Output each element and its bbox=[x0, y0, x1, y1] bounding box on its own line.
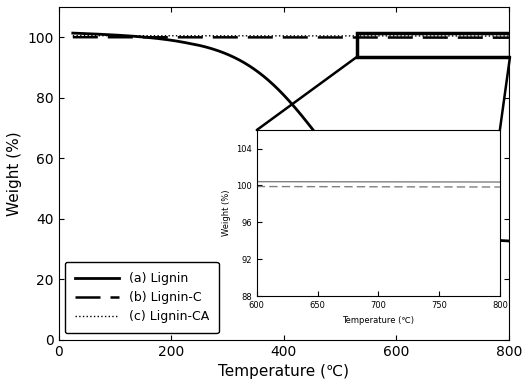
Line: (b) Lignin-C: (b) Lignin-C bbox=[73, 37, 509, 38]
Y-axis label: Weight (%): Weight (%) bbox=[7, 131, 22, 216]
(a) Lignin bbox=[145, 35, 152, 40]
(c) Lignin-CA bbox=[256, 34, 262, 38]
(b) Lignin-C bbox=[497, 36, 504, 40]
(b) Lignin-C bbox=[120, 35, 126, 39]
X-axis label: Temperature (℃): Temperature (℃) bbox=[218, 364, 349, 379]
(a) Lignin bbox=[237, 58, 243, 63]
Legend: (a) Lignin, (b) Lignin-C, (c) Lignin-CA: (a) Lignin, (b) Lignin-C, (c) Lignin-CA bbox=[65, 262, 219, 334]
(c) Lignin-CA bbox=[237, 34, 243, 38]
(b) Lignin-C bbox=[237, 35, 243, 40]
(b) Lignin-C bbox=[450, 35, 457, 40]
(c) Lignin-CA bbox=[450, 34, 457, 38]
(b) Lignin-C bbox=[145, 35, 152, 39]
(a) Lignin bbox=[497, 238, 504, 243]
(c) Lignin-CA bbox=[70, 33, 76, 38]
(c) Lignin-CA bbox=[497, 34, 504, 38]
(a) Lignin bbox=[120, 33, 126, 38]
(c) Lignin-CA bbox=[145, 34, 152, 38]
(b) Lignin-C bbox=[506, 36, 512, 40]
(c) Lignin-CA bbox=[120, 33, 126, 38]
Bar bbox=[357, 33, 510, 57]
(b) Lignin-C bbox=[256, 35, 262, 40]
(a) Lignin bbox=[70, 31, 76, 36]
(a) Lignin bbox=[256, 70, 262, 75]
(a) Lignin bbox=[450, 233, 457, 238]
(c) Lignin-CA bbox=[506, 34, 512, 38]
(a) Lignin bbox=[506, 239, 512, 243]
Line: (a) Lignin: (a) Lignin bbox=[73, 33, 509, 241]
(b) Lignin-C bbox=[70, 35, 76, 39]
